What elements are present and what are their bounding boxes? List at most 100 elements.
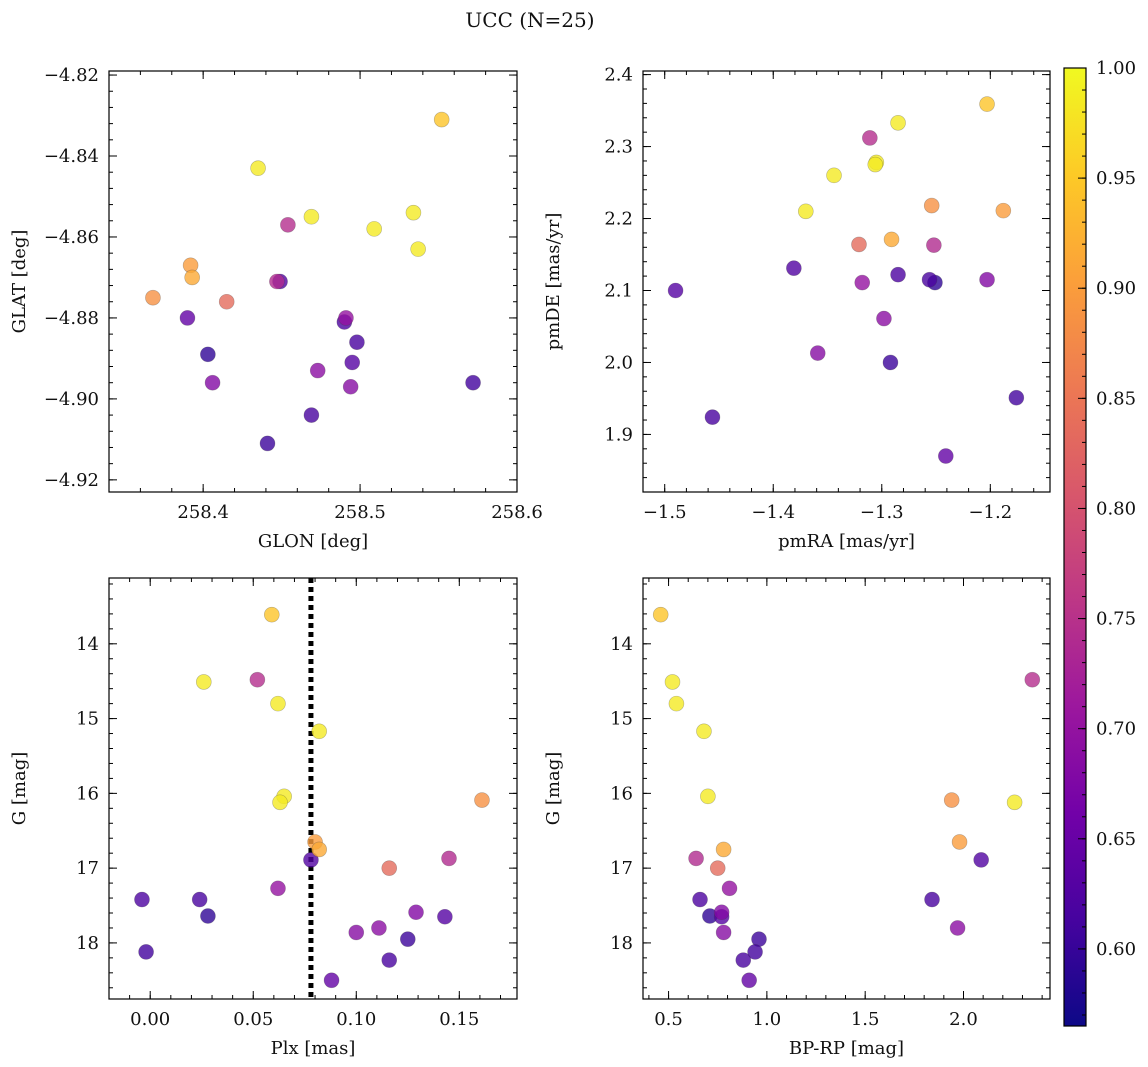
data-point [1024, 671, 1041, 688]
x-tick-label: 0.00 [130, 1009, 170, 1030]
data-point [195, 674, 212, 690]
x-axis-label: Plx [mas] [271, 1038, 356, 1059]
data-point [138, 944, 154, 960]
data-point [882, 354, 899, 371]
colorbar-tick-label: 0.80 [1096, 498, 1136, 519]
y-tick-label: −4.88 [44, 308, 99, 329]
data-point [204, 374, 221, 391]
data-point [371, 920, 387, 936]
colorbar-tick-label: 0.65 [1096, 829, 1136, 850]
data-point [405, 204, 422, 221]
colorbar-frame [1063, 67, 1087, 1027]
y-tick-label: 15 [610, 709, 633, 730]
y-tick-label: 18 [610, 933, 633, 954]
x-tick-label: 258.4 [177, 502, 229, 523]
y-tick-label: 14 [76, 634, 99, 655]
data-point [311, 841, 327, 858]
data-point [338, 310, 354, 326]
data-point [441, 850, 457, 867]
data-point [735, 952, 752, 968]
data-point [399, 931, 416, 947]
data-point [938, 448, 954, 464]
data-point [437, 908, 453, 925]
data-point [249, 671, 266, 688]
data-point [797, 203, 814, 220]
data-point [688, 850, 704, 867]
y-tick-label: 17 [76, 858, 99, 879]
data-point [715, 924, 732, 941]
data-point [721, 880, 738, 897]
data-point [311, 723, 327, 740]
y-tick-label: 17 [610, 858, 633, 879]
color-magnitude-panel: 0.5 1.0 1.5 2.0 14 15 16 17 18 BP-RP [mag] G [mag] [543, 577, 1051, 1059]
data-point [890, 115, 906, 131]
data-point [943, 792, 960, 808]
data-point [923, 197, 940, 214]
data-point [218, 293, 235, 310]
data-point [867, 156, 884, 173]
data-point [973, 852, 989, 868]
y-tick-label: 15 [76, 709, 99, 730]
colorbar-tick-label: 0.70 [1096, 719, 1136, 740]
x-tick-label: 0.05 [233, 1009, 273, 1030]
y-tick-label: 1.9 [604, 424, 633, 445]
data-point [995, 202, 1012, 219]
x-tick-label: 258.5 [334, 502, 386, 523]
data-point [179, 310, 196, 326]
colorbar: 0.60 0.65 0.70 0.75 0.80 0.85 0.90 0.95 1.00 [1063, 58, 1136, 1027]
data-point [408, 904, 424, 921]
pm-panel: −1.5 −1.4 −1.3 −1.2 1.9 2.0 2.1 2.2 2.3 2.4 pmRA [… [543, 65, 1051, 552]
data-point [309, 362, 326, 379]
data-point [381, 952, 398, 968]
y-tick-label: 2.2 [604, 209, 633, 230]
data-point [700, 788, 716, 805]
colorbar-tick-label: 0.90 [1096, 278, 1136, 299]
y-tick-label: −4.84 [44, 146, 99, 167]
data-point [926, 237, 942, 253]
data-point [381, 860, 398, 876]
data-point [951, 834, 968, 850]
axes-frame [642, 70, 1051, 493]
x-tick-label: 0.10 [336, 1009, 376, 1030]
y-axis-label: G [mag] [543, 752, 564, 825]
colorbar-tick-label: 0.95 [1096, 168, 1136, 189]
data-point [786, 260, 802, 276]
x-tick-label: −1.3 [860, 502, 904, 523]
data-point [1008, 389, 1025, 406]
plx-g-panel: 0.00 0.05 0.10 0.15 14 15 16 17 18 Plx [mas] G [ma… [9, 577, 518, 1059]
data-point [696, 723, 712, 740]
data-point [270, 880, 286, 897]
data-point [184, 269, 200, 286]
data-point [713, 904, 730, 921]
data-point [269, 273, 285, 290]
data-point [692, 891, 708, 908]
data-point [924, 891, 940, 908]
y-axis-label: pmDE [mas/yr] [543, 213, 564, 351]
y-tick-label: −4.82 [44, 65, 99, 86]
figure-title: UCC (N=25) [465, 8, 594, 32]
glon-glat-panel: 258.4 258.5 258.6 −4.92 −4.90 −4.88 −4.86 −4.84… [9, 65, 543, 552]
x-tick-label: 0.15 [439, 1009, 479, 1030]
data-point [715, 841, 732, 858]
data-point [883, 231, 900, 248]
data-point [323, 972, 340, 989]
data-point [664, 674, 681, 690]
x-tick-label: 1.0 [753, 1009, 782, 1030]
data-point [826, 167, 842, 184]
data-point [851, 236, 867, 253]
data-point [876, 310, 892, 327]
data-point [200, 346, 216, 363]
x-tick-label: 2.0 [949, 1009, 978, 1030]
data-point [741, 972, 757, 989]
y-tick-label: 18 [76, 933, 99, 954]
y-tick-label: 16 [76, 783, 99, 804]
data-point [303, 208, 320, 225]
colorbar-tick-label: 0.60 [1096, 939, 1136, 960]
data-point [1006, 794, 1023, 811]
data-point [259, 435, 276, 452]
data-point [303, 407, 320, 423]
y-tick-label: 2.4 [604, 65, 633, 86]
data-point [465, 374, 481, 391]
data-point [747, 944, 763, 960]
